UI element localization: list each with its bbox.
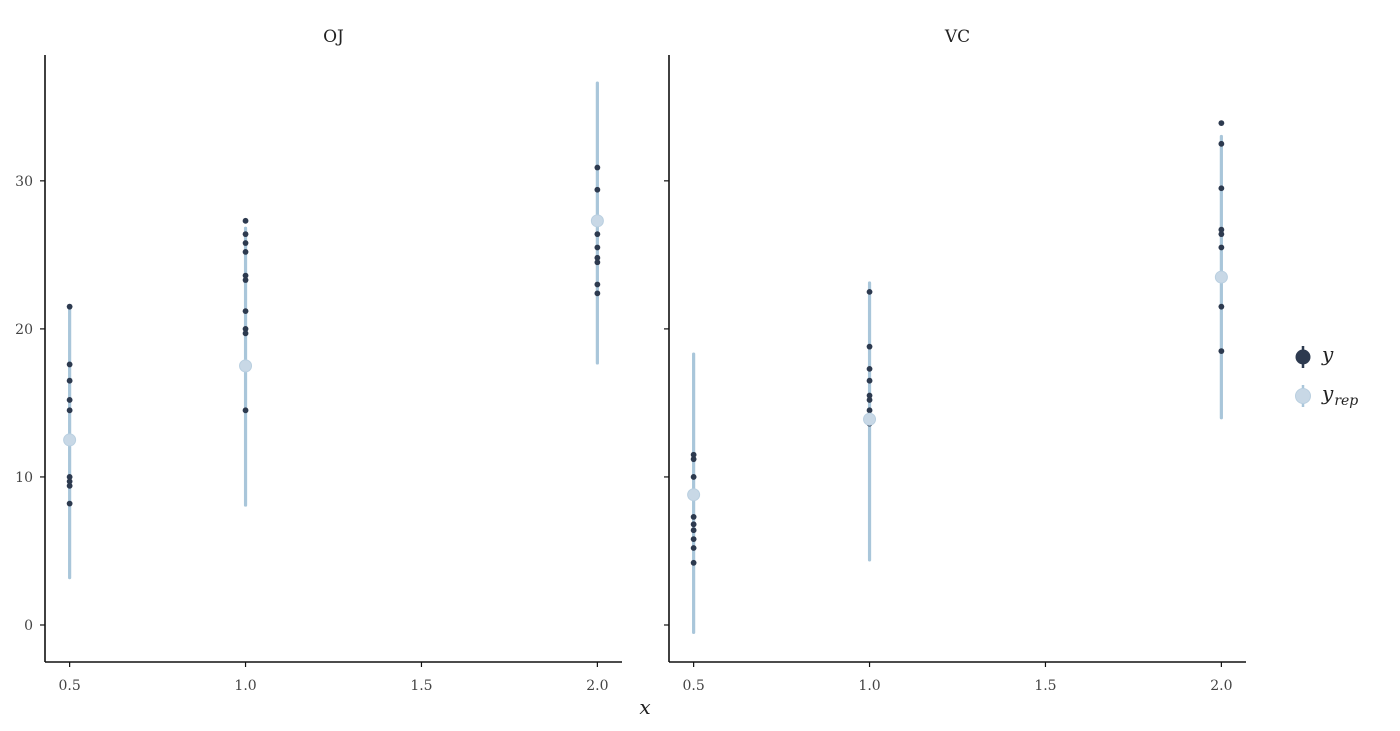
panel-title: OJ [323,27,344,47]
y-point [66,303,73,310]
legend-key-point [1295,388,1311,404]
y-point [1218,140,1225,147]
x-tick-label: 1.0 [858,678,880,694]
y-point [242,231,249,238]
y-point [1218,244,1225,251]
panel-title: VC [944,27,970,47]
y-point [690,527,697,534]
y-point [66,500,73,507]
legend-label: y [1321,342,1334,366]
y-point [66,361,73,368]
y-tick-label: 10 [15,470,33,486]
x-tick-label: 1.5 [1034,678,1056,694]
y-point [866,407,873,414]
x-tick-label: 2.0 [1210,678,1232,694]
y-point [690,451,697,458]
yrep-median-point [687,488,701,502]
y-point [66,478,73,485]
panel-vc: VC 0.5 1.0 1.5 2.0 [664,27,1246,694]
y-point [1218,226,1225,233]
y-point [594,290,601,297]
x-tick-label: 1.5 [410,678,432,694]
y-point [866,377,873,384]
y-point [866,365,873,372]
yrep-median-point [1214,270,1228,284]
yrep-median-point [590,214,604,228]
y-point [66,377,73,384]
y-point [690,536,697,543]
y-point [1218,231,1225,238]
x-axis-label: x [639,695,650,719]
y-point [1218,303,1225,310]
y-point [66,407,73,414]
y-point [594,254,601,261]
y-point [594,186,601,193]
y-point [242,407,249,414]
y-tick-label: 0 [24,618,33,634]
y-point [594,244,601,251]
legend: y yrep [1295,342,1358,409]
legend-key-point [1295,349,1311,365]
y-tick-label: 20 [15,322,33,338]
y-point [594,259,601,266]
panels-layer: OJ 0.5 1.0 1.5 2.0 0 10 20 30 VC 0.5 1.0 1.5 2.0 [15,27,1246,694]
y-point [242,217,249,224]
y-point [242,308,249,315]
y-point [242,330,249,337]
y-point [690,559,697,566]
y-point [866,288,873,295]
yrep-median-point [239,359,253,373]
x-tick-label: 1.0 [234,678,256,694]
y-point [866,343,873,350]
legend-label-subscript: rep [1334,393,1358,409]
y-point [242,277,249,283]
y-point [594,231,601,238]
y-point [242,325,249,332]
y-point [242,272,249,279]
y-point [866,397,873,403]
y-point [1218,120,1225,127]
y-point [66,474,73,480]
y-point [242,249,249,255]
x-tick-label: 2.0 [586,678,608,694]
y-point [1218,348,1225,354]
y-point [66,397,73,403]
x-tick-label: 0.5 [58,678,80,694]
yrep-median-point [63,433,77,447]
y-point [690,456,697,463]
y-point [690,514,697,520]
legend-label: yrep [1321,381,1358,409]
y-point [690,545,697,551]
x-tick-label: 0.5 [682,678,704,694]
y-tick-label: 30 [15,174,33,190]
y-point [66,482,73,489]
y-point [690,521,697,528]
y-point [1218,185,1225,192]
yrep-median-point [863,412,877,426]
y-point [594,164,601,171]
y-point [866,392,873,399]
y-point [594,281,601,288]
y-point [690,474,697,480]
panel-oj: OJ 0.5 1.0 1.5 2.0 0 10 20 30 [15,27,622,694]
y-point [242,240,249,246]
